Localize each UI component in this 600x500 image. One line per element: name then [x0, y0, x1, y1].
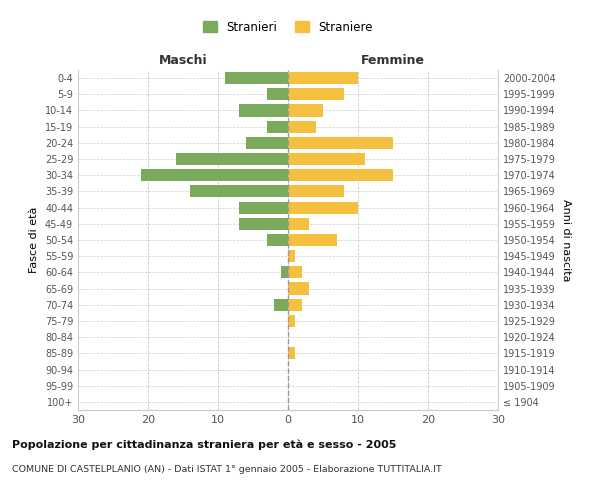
Bar: [141, 169, 288, 181]
Bar: [288, 104, 323, 117]
Bar: [288, 88, 344, 101]
Bar: [288, 120, 316, 132]
Bar: [288, 298, 302, 311]
Bar: [288, 202, 358, 213]
Bar: [239, 104, 288, 117]
Bar: [267, 120, 288, 132]
Bar: [274, 298, 288, 311]
Bar: [288, 137, 393, 149]
Bar: [288, 282, 309, 294]
Bar: [288, 153, 365, 165]
Bar: [225, 72, 288, 84]
Bar: [288, 266, 302, 278]
Y-axis label: Fasce di età: Fasce di età: [29, 207, 39, 273]
Bar: [288, 218, 309, 230]
Bar: [288, 348, 295, 360]
Text: Maschi: Maschi: [158, 54, 208, 67]
Bar: [288, 186, 344, 198]
Bar: [190, 186, 288, 198]
Bar: [267, 234, 288, 246]
Text: Femmine: Femmine: [361, 54, 425, 67]
Bar: [246, 137, 288, 149]
Bar: [239, 218, 288, 230]
Bar: [281, 266, 288, 278]
Text: COMUNE DI CASTELPLANIO (AN) - Dati ISTAT 1° gennaio 2005 - Elaborazione TUTTITAL: COMUNE DI CASTELPLANIO (AN) - Dati ISTAT…: [12, 465, 442, 474]
Bar: [176, 153, 288, 165]
Bar: [239, 202, 288, 213]
Legend: Stranieri, Straniere: Stranieri, Straniere: [198, 16, 378, 38]
Bar: [267, 88, 288, 101]
Bar: [288, 315, 295, 327]
Bar: [288, 234, 337, 246]
Bar: [288, 72, 358, 84]
Bar: [288, 169, 393, 181]
Bar: [288, 250, 295, 262]
Text: Popolazione per cittadinanza straniera per età e sesso - 2005: Popolazione per cittadinanza straniera p…: [12, 440, 397, 450]
Y-axis label: Anni di nascita: Anni di nascita: [561, 198, 571, 281]
